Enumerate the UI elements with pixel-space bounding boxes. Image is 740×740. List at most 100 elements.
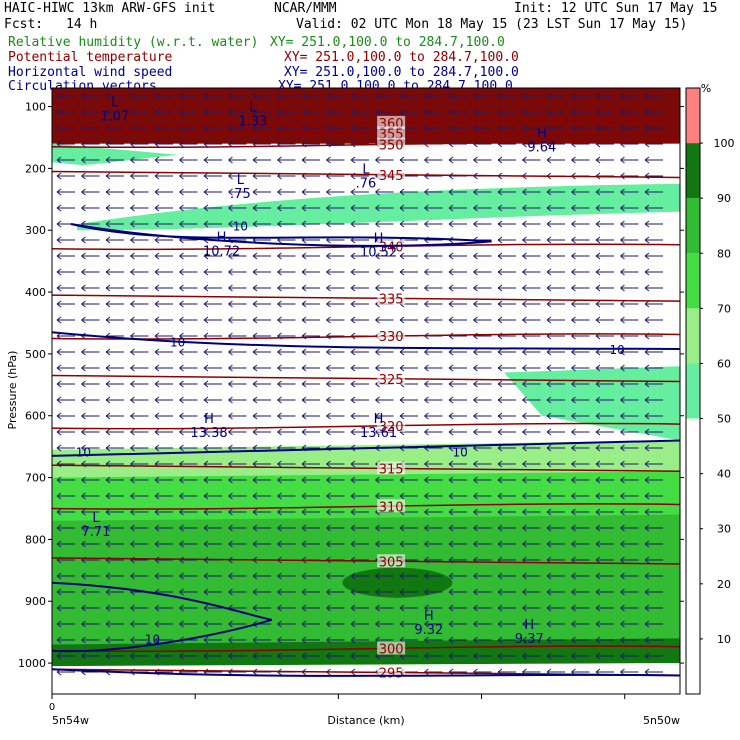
vector-arrow-head — [203, 316, 209, 324]
vector-arrow-head — [81, 652, 86, 660]
vector-arrow-head — [473, 268, 478, 276]
vector-arrow-head — [326, 508, 331, 516]
vector-arrow-head — [228, 396, 233, 404]
vector-arrow-head — [375, 620, 380, 628]
vector-arrow-head — [81, 204, 86, 212]
vector-arrow-head — [56, 284, 62, 292]
vector-arrow-head — [644, 588, 650, 596]
vector-arrow-head — [620, 316, 625, 324]
vector-arrow-head — [252, 636, 258, 644]
vector-arrow-head — [644, 236, 650, 244]
vector-arrow-head — [228, 252, 233, 260]
vector-arrow-head — [326, 524, 331, 532]
vector-arrow-head — [448, 268, 454, 276]
theta-label-bg — [377, 291, 406, 305]
vector-arrow-head — [424, 284, 429, 292]
vector-arrow-head — [154, 156, 160, 164]
vector-arrow-head — [473, 252, 478, 260]
vector-arrow-head — [301, 620, 307, 628]
vector-arrow-head — [228, 380, 233, 388]
extremum-marker: L — [249, 100, 257, 115]
vector-arrow-head — [56, 300, 62, 308]
theta-label: 350 — [379, 139, 404, 154]
vector-arrow-head — [203, 620, 209, 628]
vector-arrow-head — [497, 620, 503, 628]
vector-arrow-head — [424, 652, 429, 660]
vector-arrow-head — [130, 636, 135, 644]
vector-arrow-head — [154, 572, 160, 580]
vector-arrow-head — [620, 620, 625, 628]
vector-arrow-head — [130, 492, 135, 500]
vector-arrow-head — [522, 476, 527, 484]
vector-arrow-head — [448, 204, 454, 212]
vector-arrow-head — [350, 412, 356, 420]
vector-arrow-head — [522, 636, 527, 644]
vector-arrow-head — [105, 268, 111, 276]
theta-label-bg — [377, 371, 406, 385]
vector-arrow-head — [301, 156, 307, 164]
vector-arrow-head — [448, 508, 454, 516]
vector-arrow-head — [546, 284, 552, 292]
vector-arrow-head — [644, 460, 650, 468]
vector-arrow-head — [448, 364, 454, 372]
vector-arrow-head — [326, 588, 331, 596]
vector-arrow-head — [375, 348, 380, 356]
vector-arrow-head — [203, 540, 209, 548]
vector-arrow-head — [546, 204, 552, 212]
extremum-marker: H — [537, 126, 547, 141]
field-theta-name: Potential temperature — [8, 50, 173, 65]
vector-arrow-head — [424, 428, 429, 436]
vector-arrow-head — [571, 412, 576, 420]
vector-arrow-head — [228, 156, 233, 164]
vector-arrow-head — [350, 396, 356, 404]
vector-arrow-head — [130, 604, 135, 612]
vector-arrow-head — [105, 92, 111, 100]
vector-arrow-head — [277, 124, 282, 132]
vector-arrow-head — [252, 396, 258, 404]
vector-arrow-head — [350, 284, 356, 292]
vector-arrow-head — [522, 524, 527, 532]
vector-arrow-head — [130, 652, 135, 660]
vector-arrow-head — [350, 220, 356, 228]
vector-arrow-head — [497, 380, 503, 388]
vector-arrow-head — [81, 364, 86, 372]
vector-arrow-head — [326, 300, 331, 308]
vector-arrow-head — [301, 300, 307, 308]
vector-arrow-head — [546, 636, 552, 644]
vector-arrow-head — [130, 396, 135, 404]
vector-arrow-head — [130, 476, 135, 484]
vector-arrow-head — [448, 636, 454, 644]
wind-speed-label: 10 — [145, 632, 160, 646]
vector-arrow-head — [301, 284, 307, 292]
theta-label: 315 — [379, 463, 404, 478]
vector-arrow-head — [81, 108, 86, 116]
theta-label: 330 — [379, 330, 404, 345]
vector-arrow-head — [277, 572, 282, 580]
vector-arrow-head — [105, 604, 111, 612]
fcst-label: Fcst: — [4, 17, 44, 32]
vector-arrow-head — [277, 348, 282, 356]
vector-arrow-head — [228, 652, 233, 660]
vector-arrow-head — [497, 396, 503, 404]
vector-arrow-head — [154, 236, 160, 244]
vector-arrow-head — [399, 620, 405, 628]
vector-arrow-head — [375, 572, 380, 580]
vector-arrow-head — [620, 220, 625, 228]
wind-speed-label: 10 — [76, 446, 91, 460]
extremum-marker: L — [92, 511, 100, 526]
vector-arrow-head — [473, 412, 478, 420]
vector-arrow-head — [81, 444, 86, 452]
vector-arrow-head — [154, 380, 160, 388]
vector-arrow-head — [595, 508, 601, 516]
theta-contour — [51, 374, 681, 383]
theta-label: 305 — [379, 555, 404, 570]
vector-arrow-head — [179, 364, 184, 372]
vector-arrow-head — [228, 204, 233, 212]
vector-arrow-head — [203, 284, 209, 292]
vector-arrow-head — [277, 188, 282, 196]
vector-arrow-head — [595, 108, 601, 116]
vector-arrow-head — [473, 204, 478, 212]
vector-arrow-head — [595, 124, 601, 132]
vector-arrow-head — [301, 508, 307, 516]
vector-arrow-head — [399, 588, 405, 596]
